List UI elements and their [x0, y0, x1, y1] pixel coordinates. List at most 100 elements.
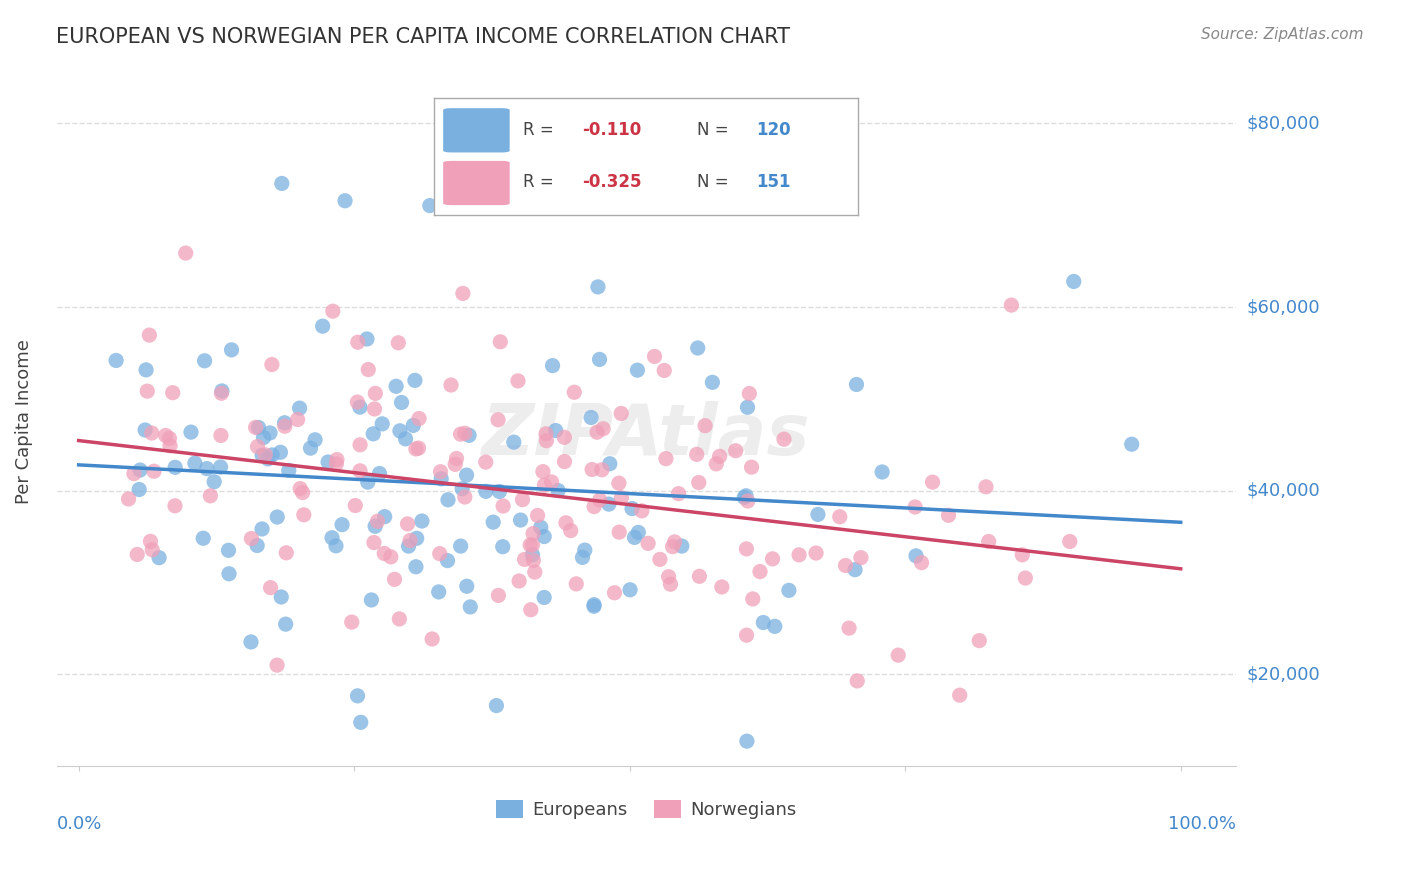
Point	[388, 612, 411, 626]
Point	[287, 412, 309, 426]
Point	[485, 698, 508, 713]
Point	[582, 599, 605, 614]
Point	[664, 534, 686, 549]
Point	[128, 483, 150, 497]
Point	[849, 550, 872, 565]
Point	[274, 419, 297, 434]
Point	[454, 426, 477, 441]
Point	[385, 379, 408, 393]
Point	[904, 549, 927, 563]
Point	[194, 353, 217, 368]
Point	[659, 577, 682, 591]
Point	[136, 384, 159, 399]
Point	[288, 401, 311, 416]
Point	[686, 341, 709, 355]
Point	[1011, 548, 1033, 562]
Point	[387, 335, 409, 350]
Text: 100.0%: 100.0%	[1168, 814, 1236, 832]
Point	[245, 420, 267, 434]
Point	[408, 441, 430, 455]
Point	[533, 478, 555, 492]
Point	[391, 395, 413, 409]
Point	[163, 499, 186, 513]
Point	[346, 335, 368, 350]
Point	[773, 432, 796, 446]
Point	[571, 550, 593, 565]
Point	[1000, 298, 1022, 312]
Point	[105, 353, 128, 368]
Point	[419, 198, 441, 212]
Point	[741, 591, 763, 606]
Point	[274, 617, 297, 632]
Point	[583, 598, 606, 612]
Point	[710, 580, 733, 594]
Point	[451, 286, 474, 301]
Point	[513, 552, 536, 566]
Point	[627, 525, 650, 540]
Point	[357, 475, 380, 490]
Point	[661, 540, 683, 554]
Point	[724, 443, 747, 458]
Point	[921, 475, 943, 489]
Text: $60,000: $60,000	[1247, 298, 1320, 316]
Point	[394, 432, 416, 446]
Point	[804, 546, 827, 560]
Point	[262, 448, 284, 462]
Point	[1121, 437, 1143, 451]
Point	[292, 508, 315, 522]
Point	[346, 689, 368, 703]
Point	[949, 688, 972, 702]
Point	[737, 401, 759, 415]
Point	[741, 460, 763, 475]
Point	[474, 455, 496, 469]
Point	[738, 386, 761, 401]
Point	[411, 514, 433, 528]
Point	[259, 581, 281, 595]
Point	[148, 550, 170, 565]
Point	[456, 579, 478, 593]
Point	[436, 553, 458, 567]
Point	[221, 343, 243, 357]
Point	[364, 519, 387, 533]
Point	[344, 499, 367, 513]
Point	[276, 546, 298, 560]
Text: Source: ZipAtlas.com: Source: ZipAtlas.com	[1201, 27, 1364, 42]
Point	[486, 588, 509, 602]
Point	[688, 569, 710, 583]
Point	[254, 448, 277, 462]
Point	[246, 440, 269, 454]
Point	[686, 447, 709, 461]
Point	[129, 463, 152, 477]
Point	[273, 416, 295, 430]
Point	[588, 352, 610, 367]
Point	[349, 464, 371, 478]
Point	[437, 492, 460, 507]
Point	[174, 246, 197, 260]
Point	[531, 465, 554, 479]
Point	[502, 435, 524, 450]
Point	[200, 489, 222, 503]
Point	[648, 552, 671, 566]
Point	[260, 358, 283, 372]
Point	[269, 445, 291, 459]
Point	[735, 489, 758, 503]
Text: 0.0%: 0.0%	[56, 814, 103, 832]
Point	[591, 463, 613, 477]
Point	[458, 428, 481, 442]
Point	[180, 425, 202, 439]
Point	[735, 628, 758, 642]
Point	[492, 540, 515, 554]
Point	[304, 433, 326, 447]
Point	[360, 593, 382, 607]
Point	[322, 304, 344, 318]
Point	[202, 475, 225, 489]
Point	[547, 483, 569, 498]
Point	[763, 619, 786, 633]
Point	[607, 476, 630, 491]
Point	[405, 442, 427, 456]
Point	[388, 424, 411, 438]
Point	[522, 526, 544, 541]
Point	[250, 448, 273, 462]
Point	[533, 591, 555, 605]
Text: $20,000: $20,000	[1247, 665, 1320, 683]
